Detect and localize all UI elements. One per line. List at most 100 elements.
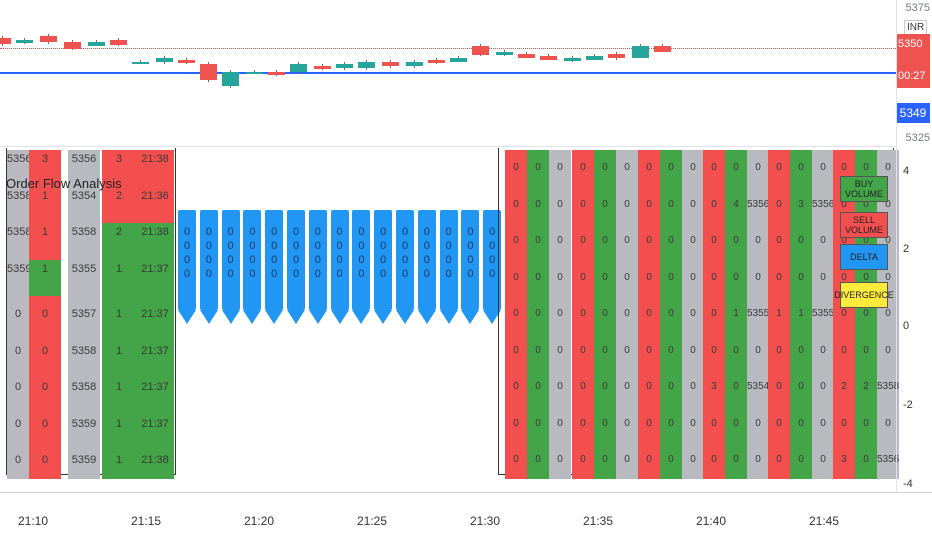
grid-cell: 0 <box>682 296 704 333</box>
grid-cell: 0 <box>855 332 877 369</box>
grid-cell: 0 <box>572 332 594 369</box>
osc-tick: -2 <box>903 399 913 411</box>
left-table-cell: 0 <box>7 332 29 369</box>
left-table-cell: 5354 <box>68 186 100 223</box>
candle-body <box>16 40 33 43</box>
grid-cell: 0 <box>768 442 790 479</box>
delta-flag: 0 0 0 0 <box>483 210 502 324</box>
grid-cell: 0 <box>527 150 549 187</box>
delta-legend[interactable]: DELTA <box>840 244 888 270</box>
flag-body: 0 0 0 0 <box>352 210 371 310</box>
grid-cell: 0 <box>549 405 571 442</box>
grid-cell: 3 <box>833 442 855 479</box>
time-tick: 21:45 <box>809 514 840 528</box>
price-tick: 5325 <box>905 132 930 144</box>
flag-body: 0 0 0 0 <box>439 210 458 310</box>
left-table-cell: 1 <box>29 186 61 223</box>
flag-body: 0 0 0 0 <box>243 210 262 310</box>
flag-value: 0 <box>271 226 278 238</box>
flag-value: 0 <box>380 226 387 238</box>
left-table-cell: 5356 <box>68 150 100 187</box>
flag-value: 0 <box>227 240 234 252</box>
grid-cell: 0 <box>768 186 790 223</box>
left-table-cell: 2 <box>102 223 136 260</box>
candle-body <box>586 56 603 60</box>
left-table-cell: 0 <box>29 442 61 479</box>
flag-value: 0 <box>358 226 365 238</box>
grid-cell: 2 <box>833 369 855 406</box>
grid-cell: 0 <box>549 442 571 479</box>
left-table-cell: 21:37 <box>136 332 174 369</box>
left-table-cell: 5358 <box>7 186 29 223</box>
flag-arrow <box>221 310 240 324</box>
flag-body: 0 0 0 0 <box>374 210 393 310</box>
top-price-axis[interactable]: 5375 INR 5350 00:27 5349 5325 <box>896 0 932 145</box>
candle-body <box>428 60 445 63</box>
candle-body <box>540 56 557 60</box>
candle-body <box>132 62 149 64</box>
candle-body <box>64 42 81 49</box>
grid-cell: 0 <box>572 369 594 406</box>
grid-cell: 0 <box>747 223 769 260</box>
lower-axis-border <box>896 0 897 492</box>
grid-cell: 0 <box>572 259 594 296</box>
grid-cell: 0 <box>790 442 812 479</box>
flag-value: 0 <box>445 254 452 266</box>
grid-cell: 0 <box>768 150 790 187</box>
grid-cell: 0 <box>682 186 704 223</box>
flag-body: 0 0 0 0 <box>396 210 414 310</box>
grid-cell: 0 <box>549 150 571 187</box>
left-table-cell: 3 <box>29 150 61 187</box>
delta-flag: 0 0 0 0 <box>374 210 393 324</box>
flag-value: 0 <box>271 268 278 280</box>
grid-cell: 0 <box>638 332 660 369</box>
order-flow-pane[interactable]: Order Flow Analysis 5356 5358 5358 5359 0 0 0 0… <box>0 148 899 488</box>
countdown-label: 00:27 <box>898 70 926 82</box>
flag-value: 0 <box>227 268 234 280</box>
left-table-cell: 21:38 <box>136 223 174 260</box>
left-table-cell: 5358 <box>68 223 100 260</box>
osc-tick: -4 <box>903 478 913 490</box>
left-table-cell: 5358 <box>68 332 100 369</box>
left-table-cell: 0 <box>7 405 29 442</box>
left-table-cell: 1 <box>29 223 61 260</box>
grid-cell: 0 <box>594 369 616 406</box>
candle-body <box>246 72 263 74</box>
flag-value: 0 <box>227 226 234 238</box>
candle-body <box>40 36 57 42</box>
divergence-legend[interactable]: DIVERGENCE <box>834 282 894 308</box>
sell-volume-legend[interactable]: SELL VOLUME <box>840 212 888 238</box>
grid-cell: 4 <box>725 186 747 223</box>
osc-tick: 4 <box>903 165 910 177</box>
flag-value: 0 <box>183 268 191 280</box>
flag-arrow <box>330 310 349 324</box>
grid-cell: 0 <box>638 405 660 442</box>
left-table-cell: 0 <box>7 369 29 406</box>
grid-cell: 0 <box>527 186 549 223</box>
grid-cell: 0 <box>725 442 747 479</box>
left-table-cell: 21:37 <box>136 369 174 406</box>
flag-value: 0 <box>205 268 212 280</box>
flag-value: 0 <box>314 254 321 266</box>
flag-value: 0 <box>336 226 343 238</box>
grid-cell: 0 <box>812 332 834 369</box>
delta-flag: 0 0 0 0 <box>221 210 240 324</box>
grid-cell: 0 <box>660 442 682 479</box>
top-price-pane[interactable] <box>0 0 896 140</box>
buy-volume-legend[interactable]: BUY VOLUME <box>840 176 888 202</box>
grid-cell: 0 <box>616 405 638 442</box>
grid-cell: 0 <box>812 259 834 296</box>
time-tick: 21:10 <box>18 514 49 528</box>
grid-cell: 0 <box>594 296 616 333</box>
candle-body <box>472 46 489 55</box>
delta-flag: 0 0 0 0 <box>199 210 218 324</box>
grid-cell: 0 <box>527 405 549 442</box>
grid-cell: 0 <box>616 332 638 369</box>
flag-body: 0 0 0 0 <box>199 210 218 310</box>
flag-value: 0 <box>249 226 256 238</box>
flag-value: 0 <box>205 254 212 266</box>
grid-cell: 0 <box>725 223 747 260</box>
flag-value: 0 <box>336 240 343 252</box>
grid-cell: 0 <box>505 186 527 223</box>
grid-cell: 0 <box>660 150 682 187</box>
